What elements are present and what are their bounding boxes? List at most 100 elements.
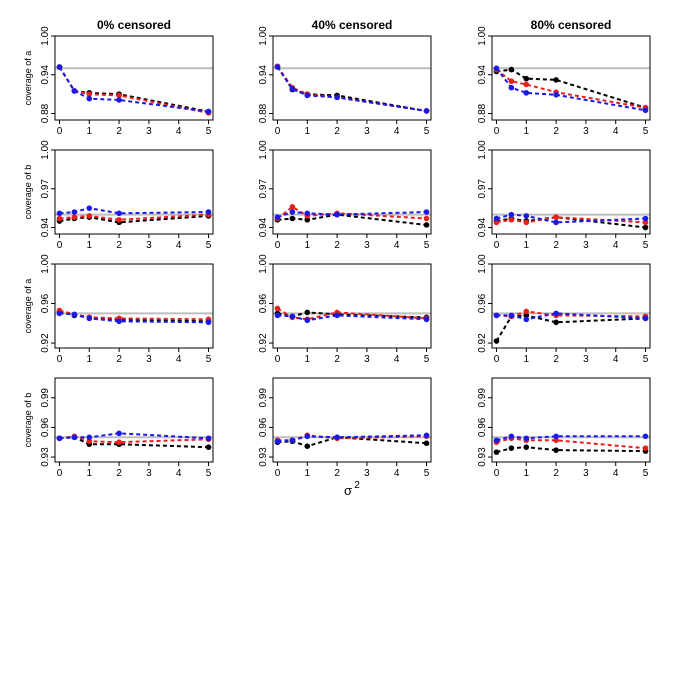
series-line-black — [58, 66, 209, 113]
data-point-red — [86, 213, 93, 219]
data-point-blue — [553, 310, 559, 317]
data-point-blue — [56, 64, 63, 70]
data-point-blue — [116, 318, 122, 325]
x-tick-label: 5 — [424, 468, 430, 479]
y-tick-label: 1.00 — [477, 254, 488, 274]
y-tick-label: 0.99 — [258, 388, 269, 408]
x-tick-label: 4 — [176, 126, 182, 137]
data-point-blue — [274, 438, 281, 445]
data-point-blue — [493, 437, 500, 444]
data-point-black — [508, 66, 515, 73]
data-point-black — [304, 216, 311, 223]
data-point-blue — [205, 108, 212, 115]
x-tick-label: 0 — [57, 354, 63, 365]
x-tick-label: 5 — [643, 354, 649, 365]
x-tick-label: 4 — [394, 126, 400, 137]
data-point-blue — [289, 209, 296, 215]
x-tick-label: 1 — [305, 354, 311, 365]
y-tick-label: 0.96 — [258, 293, 269, 313]
data-point-black — [523, 444, 530, 450]
data-point-blue — [523, 213, 530, 219]
data-point-black — [304, 309, 311, 316]
x-tick-label: 5 — [643, 126, 649, 137]
y-tick-label: 0.92 — [477, 333, 488, 353]
x-tick-label: 1 — [305, 240, 311, 251]
x-tick-label: 2 — [116, 354, 122, 365]
data-point-black — [289, 215, 296, 222]
x-tick-label: 1 — [524, 240, 530, 251]
x-tick-label: 5 — [206, 126, 212, 137]
x-tick-label: 1 — [524, 468, 530, 479]
data-point-red — [642, 219, 649, 226]
data-point-black — [553, 447, 559, 453]
data-point-blue — [304, 210, 311, 217]
x-axis-label: σ — [344, 483, 352, 498]
data-point-blue — [423, 108, 430, 114]
panel-r0-c0: 0% censored 0 1 2 3 4 5 0.88 0.94 1.00 coverage of… — [23, 18, 214, 137]
panel-title: 40% censored — [312, 18, 393, 32]
data-point-red — [116, 439, 122, 446]
data-point-black — [423, 222, 430, 228]
x-tick-label: 3 — [364, 468, 370, 479]
x-tick-label: 3 — [583, 126, 589, 137]
plot-frame — [272, 35, 432, 121]
data-point-blue — [205, 435, 212, 442]
data-point-blue — [642, 315, 649, 322]
data-point-blue — [523, 316, 530, 323]
panel-r1-c0: 0 1 2 3 4 5 0.94 0.97 1.00 coverage of b — [23, 140, 214, 251]
data-point-blue — [334, 312, 340, 319]
data-point-blue — [71, 434, 78, 441]
series-line-black — [277, 213, 427, 226]
x-tick-label: 0 — [275, 126, 281, 137]
panel-title: 0% censored — [97, 18, 171, 32]
plot-frame — [54, 263, 214, 349]
data-point-blue — [71, 209, 78, 215]
data-point-blue — [423, 209, 430, 215]
series-line-blue — [59, 207, 209, 215]
x-tick-label: 4 — [613, 240, 619, 251]
data-point-red — [553, 214, 559, 220]
data-point-black — [553, 77, 559, 83]
data-point-blue — [642, 215, 649, 222]
plot-frame — [272, 149, 432, 235]
data-point-blue — [423, 432, 430, 439]
plot-frame — [54, 149, 214, 235]
y-tick-label: 0.92 — [258, 333, 269, 353]
plot-frame — [491, 35, 651, 121]
x-tick-label: 0 — [494, 468, 500, 479]
data-point-red — [523, 308, 530, 315]
x-tick-label: 5 — [206, 354, 212, 365]
panel-r2-c2: 0 1 2 3 4 5 0.92 0.96 1.00 — [477, 254, 651, 365]
series-line-black — [276, 65, 427, 112]
data-point-black — [304, 443, 311, 449]
data-point-blue — [508, 84, 515, 91]
x-tick-label: 1 — [87, 468, 93, 479]
x-tick-label: 2 — [553, 126, 559, 137]
data-point-black — [523, 75, 530, 82]
data-point-blue — [493, 215, 500, 222]
data-point-blue — [116, 430, 122, 437]
y-tick-label: 1.00 — [40, 26, 51, 46]
data-point-red — [508, 78, 515, 85]
y-tick-label: 0.93 — [40, 447, 51, 467]
x-tick-label: 5 — [424, 126, 430, 137]
data-point-black — [493, 338, 500, 344]
data-point-blue — [56, 310, 63, 317]
x-tick-label: 3 — [364, 126, 370, 137]
data-point-blue — [289, 313, 296, 320]
data-point-red — [289, 204, 296, 210]
data-point-blue — [553, 219, 559, 226]
x-tick-label: 0 — [494, 240, 500, 251]
y-tick-label: 0.94 — [477, 65, 488, 85]
data-point-blue — [553, 92, 559, 98]
x-tick-label: 2 — [116, 468, 122, 479]
y-tick-label: 0.96 — [258, 417, 269, 437]
x-tick-label: 3 — [146, 240, 152, 251]
x-tick-label: 4 — [176, 354, 182, 365]
x-axis-label-superscript: 2 — [354, 480, 360, 491]
x-tick-label: 3 — [364, 354, 370, 365]
y-tick-label: 0.93 — [258, 447, 269, 467]
y-tick-label: 0.94 — [258, 65, 269, 85]
y-tick-label: 1.00 — [477, 140, 488, 160]
